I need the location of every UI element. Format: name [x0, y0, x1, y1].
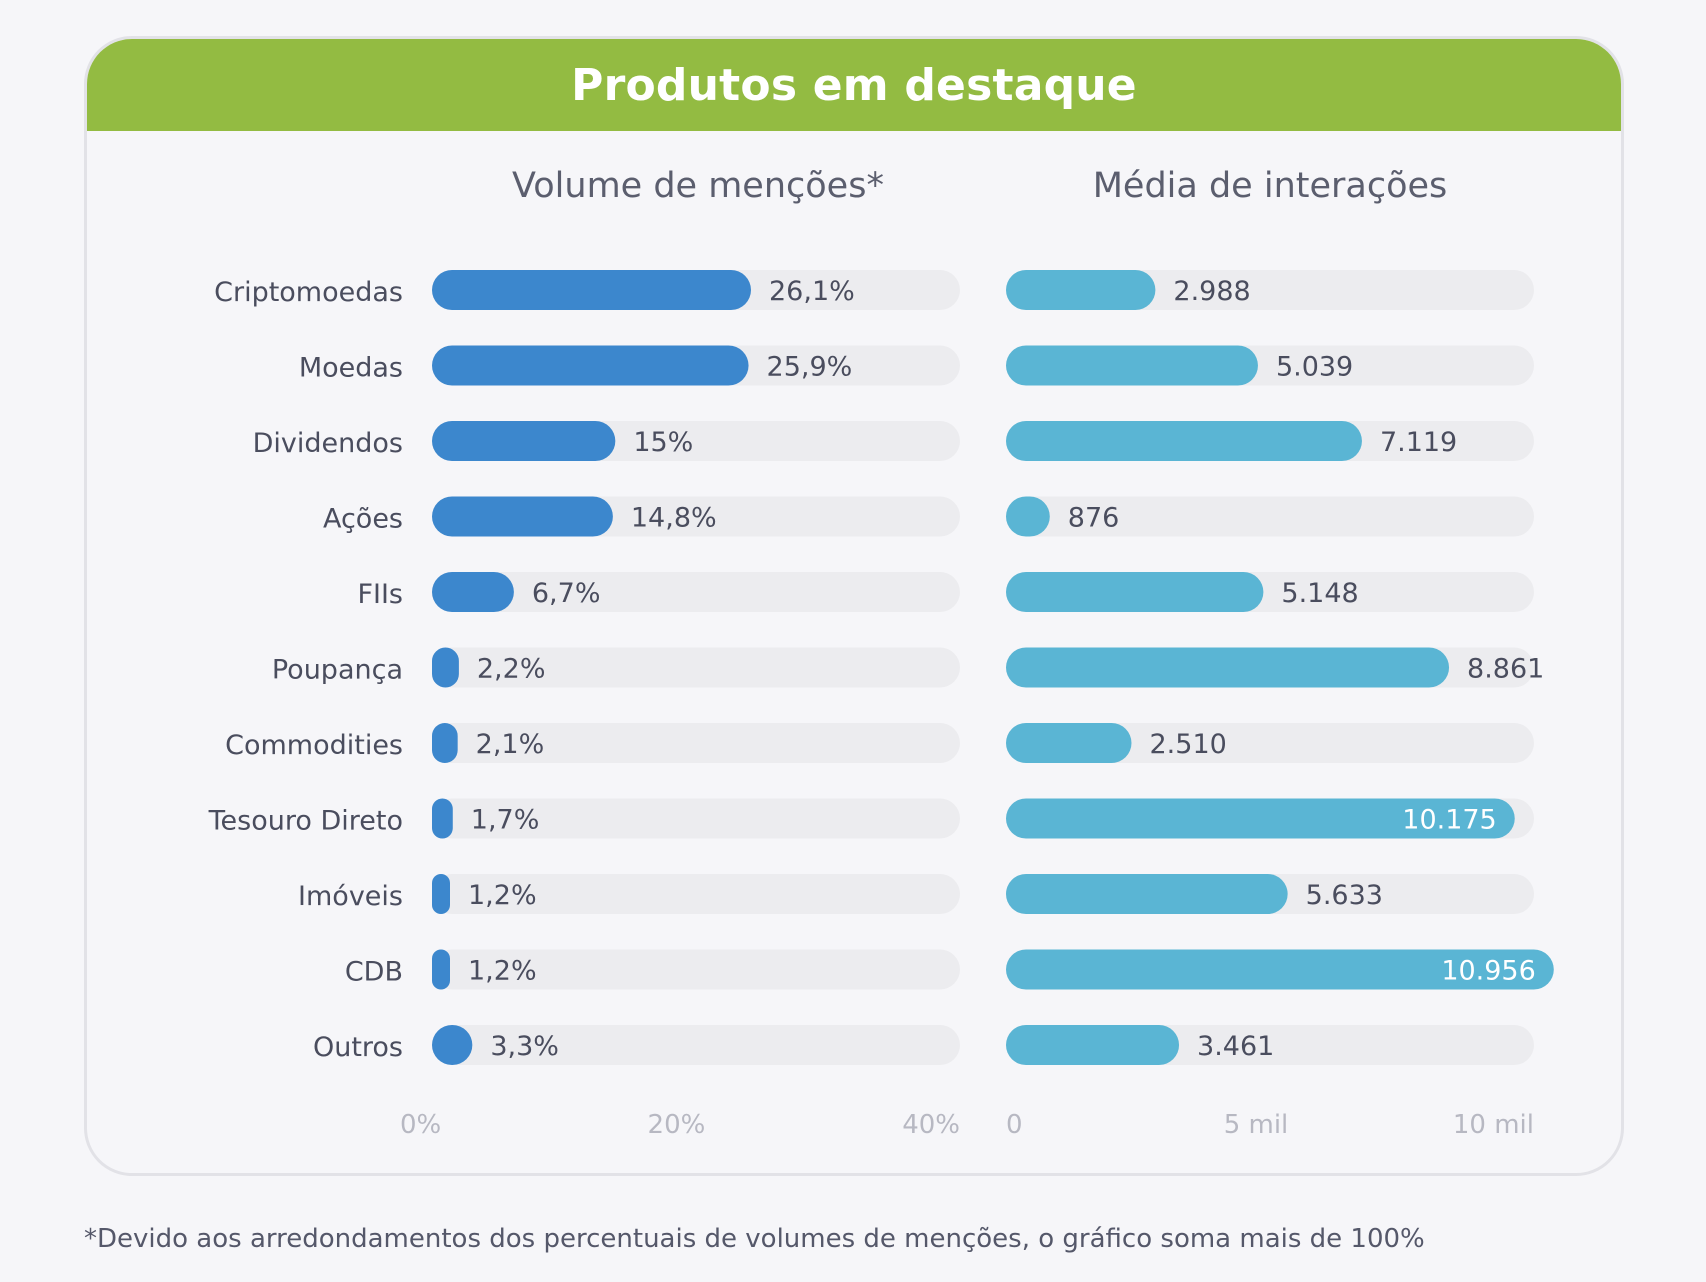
mentions-bar — [432, 270, 751, 310]
interactions-value-label: 5.148 — [1281, 578, 1358, 609]
interactions-value-label: 5.633 — [1306, 880, 1383, 911]
mentions-bar-track — [432, 723, 960, 763]
mentions-tick-label: 0% — [400, 1110, 441, 1140]
mentions-bar — [432, 1025, 473, 1065]
interactions-value-label: 2.988 — [1173, 276, 1250, 307]
category-label: Commodities — [225, 730, 403, 761]
mentions-bar — [432, 345, 749, 386]
interactions-tick-label: 10 mil — [1453, 1110, 1534, 1140]
chart-title: Produtos em destaque — [571, 59, 1137, 111]
interactions-bar — [1006, 798, 1515, 839]
interactions-bar-track — [1006, 723, 1534, 763]
mentions-value-label: 26,1% — [769, 276, 855, 307]
mentions-bar-track — [432, 949, 960, 990]
interactions-value-label: 2.510 — [1150, 729, 1227, 760]
mentions-value-label: 3,3% — [490, 1031, 559, 1062]
interactions-value-label: 10.175 — [1402, 805, 1496, 836]
interactions-bar — [1006, 270, 1156, 310]
mentions-bar — [432, 647, 459, 688]
category-label: Moedas — [299, 353, 403, 384]
interactions-bar — [1006, 723, 1132, 763]
footnote: *Devido aos arredondamentos dos percentu… — [84, 1224, 1425, 1254]
mentions-bar-track — [432, 798, 960, 839]
interactions-bar — [1006, 572, 1264, 612]
interactions-bar — [1006, 874, 1288, 914]
interactions-bar — [1006, 647, 1450, 688]
interactions-panel-title: Média de interações — [1092, 166, 1448, 206]
interactions-bar — [1006, 949, 1554, 990]
category-label: Poupança — [272, 655, 403, 686]
mentions-value-label: 1,2% — [468, 956, 537, 987]
mentions-bar — [432, 723, 458, 763]
mentions-bar-track — [432, 572, 960, 612]
interactions-bar — [1006, 421, 1362, 461]
mentions-value-label: 2,2% — [477, 654, 546, 685]
category-label: Dividendos — [253, 428, 403, 459]
mentions-bar — [432, 421, 616, 461]
mentions-bar — [432, 874, 450, 914]
interactions-value-label: 7.119 — [1380, 427, 1457, 458]
interactions-value-label: 8.861 — [1467, 654, 1544, 685]
mentions-value-label: 2,1% — [476, 729, 545, 760]
interactions-value-label: 5.039 — [1276, 352, 1353, 383]
mentions-bar-track — [432, 1025, 960, 1065]
mentions-tick-label: 20% — [648, 1110, 706, 1140]
mentions-bar — [432, 949, 450, 990]
category-label: Criptomoedas — [214, 277, 403, 308]
mentions-bar — [432, 798, 453, 839]
interactions-tick-label: 0 — [1006, 1110, 1023, 1140]
mentions-bar — [432, 496, 613, 537]
interactions-tick-label: 5 mil — [1224, 1110, 1289, 1140]
mentions-bar — [432, 572, 514, 612]
mentions-value-label: 15% — [633, 427, 693, 458]
mentions-bar-track — [432, 874, 960, 914]
category-label: Tesouro Direto — [208, 806, 403, 837]
category-label: CDB — [345, 957, 403, 988]
category-label: Outros — [313, 1032, 403, 1063]
mentions-value-label: 6,7% — [532, 578, 601, 609]
interactions-bar — [1006, 496, 1050, 537]
interactions-value-label: 10.956 — [1441, 956, 1535, 987]
mentions-panel-title: Volume de menções* — [512, 166, 884, 206]
interactions-bar — [1006, 1025, 1180, 1065]
card-header: Produtos em destaque — [87, 39, 1621, 131]
interactions-bar-track — [1006, 496, 1534, 537]
category-label: Ações — [323, 504, 403, 535]
category-label: FIIs — [357, 579, 403, 610]
mentions-value-label: 25,9% — [767, 352, 853, 383]
category-label: Imóveis — [298, 881, 403, 912]
mentions-value-label: 1,7% — [471, 805, 540, 836]
interactions-value-label: 876 — [1068, 503, 1120, 534]
mentions-value-label: 1,2% — [468, 880, 537, 911]
interactions-value-label: 3.461 — [1197, 1031, 1274, 1062]
mentions-tick-label: 40% — [902, 1110, 960, 1140]
mentions-bar-track — [432, 647, 960, 688]
mentions-value-label: 14,8% — [631, 503, 717, 534]
interactions-bar — [1006, 345, 1258, 386]
